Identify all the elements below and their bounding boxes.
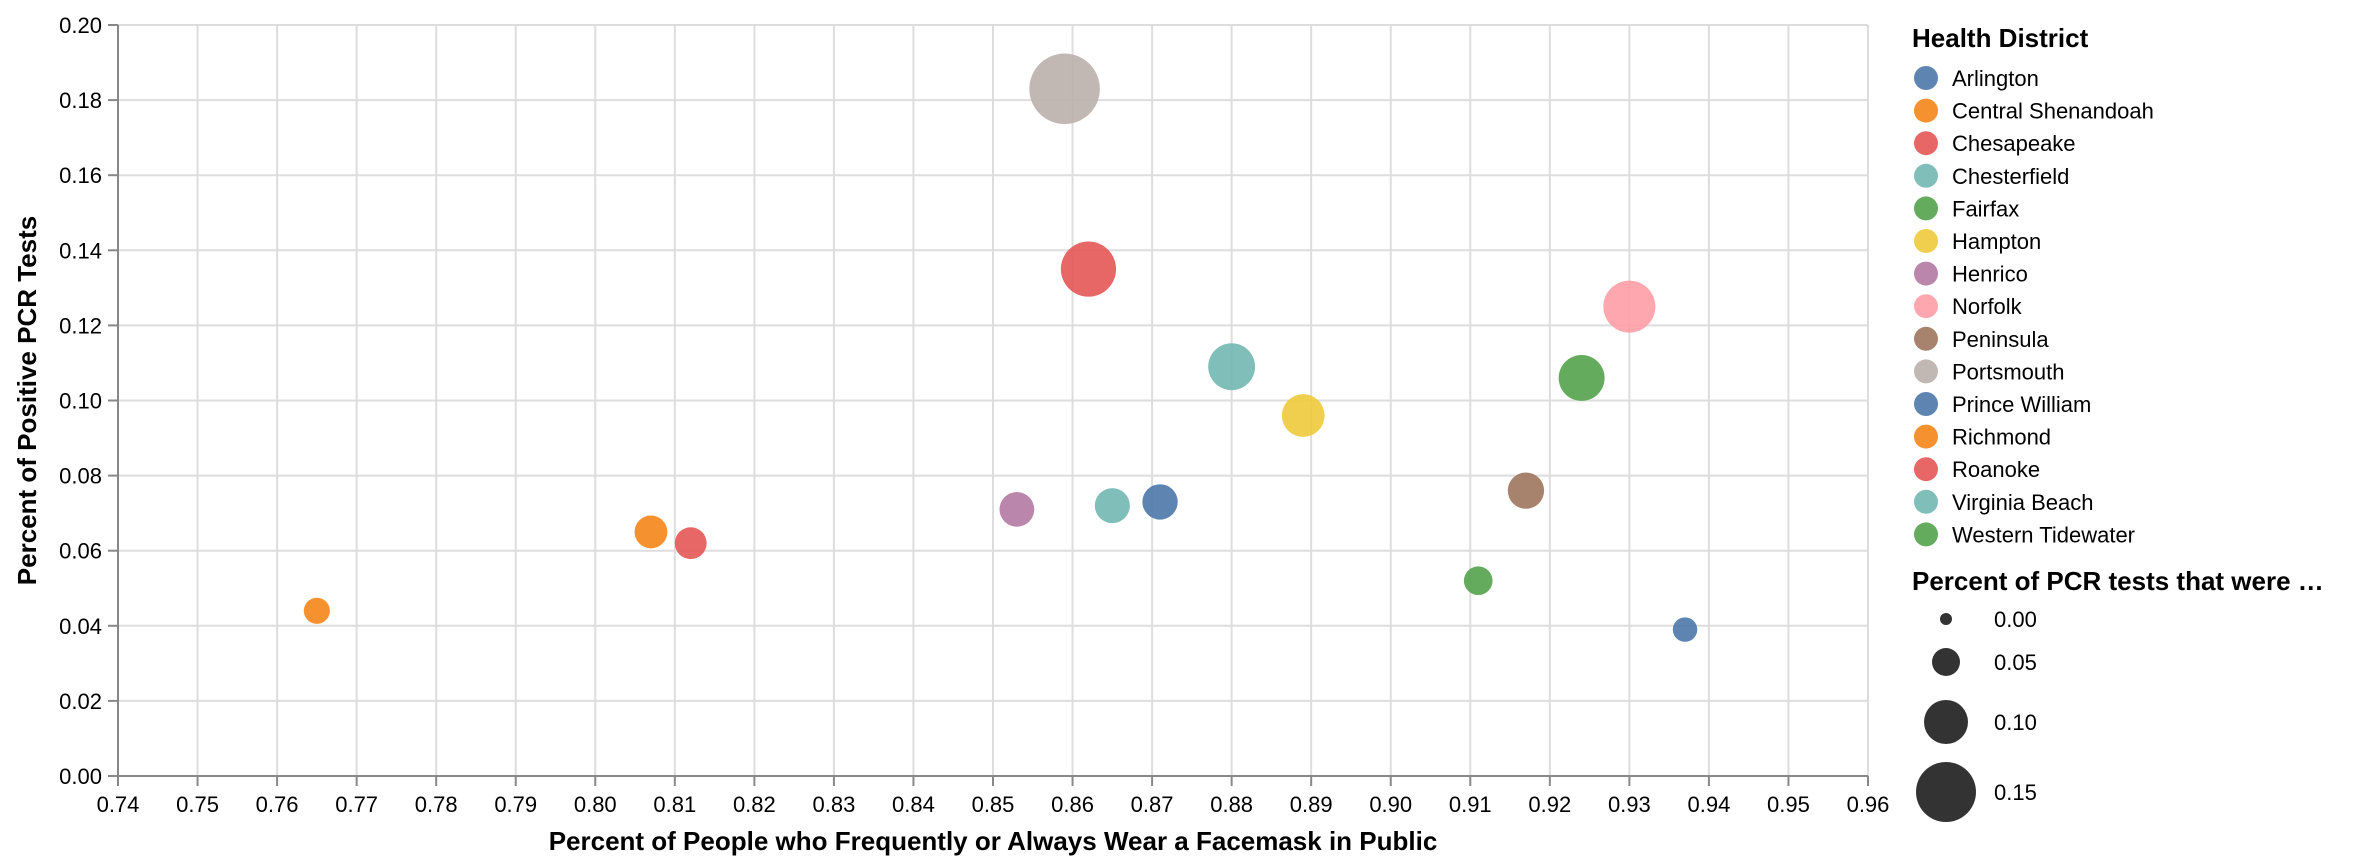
legend-label: Chesapeake xyxy=(1952,131,2076,156)
data-point-roanoke xyxy=(674,527,707,560)
legend-swatch xyxy=(1914,489,1938,514)
legend-swatch xyxy=(1914,522,1938,547)
legend-label: Norfolk xyxy=(1952,294,2023,319)
legend-label: Chesterfield xyxy=(1952,164,2069,189)
data-point-peninsula xyxy=(1507,472,1545,509)
x-tick-label: 0.85 xyxy=(972,792,1015,817)
size-legend-swatch xyxy=(1932,648,1960,676)
legend-swatch xyxy=(1914,163,1938,188)
legend-label: Portsmouth xyxy=(1952,359,2065,384)
x-tick-label: 0.82 xyxy=(733,792,776,817)
y-tick-label: 0.10 xyxy=(59,389,102,414)
legend-label: Richmond xyxy=(1952,425,2051,450)
legend-label: Fairfax xyxy=(1952,196,2019,221)
x-tick-label: 0.78 xyxy=(415,792,458,817)
legend-label: Peninsula xyxy=(1952,327,2049,352)
y-tick-label: 0.08 xyxy=(59,464,102,489)
size-legend-label: 0.00 xyxy=(1994,607,2037,632)
y-axis-title: Percent of Positive PCR Tests xyxy=(12,216,42,585)
axes: 0.74 0.75 0.76 0.77 0.78 0.79 0.80 0.81 0.82 0.83… xyxy=(59,13,1889,817)
legend-swatch xyxy=(1914,359,1938,384)
legend-swatch xyxy=(1914,131,1938,156)
data-point-central-shenandoah xyxy=(303,597,330,624)
x-tick-label: 0.94 xyxy=(1687,792,1730,817)
legend-label: Prince William xyxy=(1952,392,2091,417)
x-tick-label: 0.90 xyxy=(1369,792,1412,817)
legend-swatch xyxy=(1914,392,1938,416)
x-tick-label: 0.79 xyxy=(494,792,537,817)
data-points xyxy=(303,53,1698,642)
x-tick-label: 0.91 xyxy=(1449,792,1492,817)
size-legend-label: 0.05 xyxy=(1994,650,2037,675)
x-tick-label: 0.92 xyxy=(1528,792,1571,817)
x-tick-label: 0.84 xyxy=(892,792,935,817)
data-point-chesapeake xyxy=(1060,241,1117,297)
y-tick-label: 0.20 xyxy=(59,13,102,38)
size-legend-label: 0.15 xyxy=(1994,780,2037,805)
legend-swatch xyxy=(1914,424,1938,449)
legend-swatch xyxy=(1914,196,1938,221)
x-tick-label: 0.95 xyxy=(1767,792,1810,817)
size-legend-label: 0.10 xyxy=(1994,710,2037,735)
legend-label: Arlington xyxy=(1952,66,2039,91)
x-tick-label: 0.76 xyxy=(256,792,299,817)
size-legend-title: Percent of PCR tests that were … xyxy=(1912,566,2324,596)
legend-swatch xyxy=(1914,326,1938,351)
data-point-western-tidewater xyxy=(1463,566,1493,596)
x-tick-label: 0.96 xyxy=(1847,792,1890,817)
data-point-arlington xyxy=(1672,617,1698,642)
size-legend-swatch xyxy=(1940,613,1952,625)
y-tick-label: 0.02 xyxy=(59,689,102,714)
x-tick-label: 0.88 xyxy=(1210,792,1253,817)
x-tick-label: 0.75 xyxy=(176,792,219,817)
x-tick-label: 0.87 xyxy=(1131,792,1174,817)
y-tick-label: 0.12 xyxy=(59,313,102,338)
x-axis-title: Percent of People who Frequently or Alwa… xyxy=(549,826,1438,856)
data-point-henrico xyxy=(999,492,1035,527)
data-point-norfolk xyxy=(1603,280,1656,333)
x-tick-label: 0.93 xyxy=(1608,792,1651,817)
y-tick-label: 0.04 xyxy=(59,614,102,639)
legend-swatch xyxy=(1914,457,1938,482)
legend-label: Roanoke xyxy=(1952,457,2040,482)
data-point-richmond xyxy=(634,515,668,549)
size-legend: Percent of PCR tests that were … 0.00 0.0… xyxy=(1912,566,2324,822)
legend-label: Virginia Beach xyxy=(1952,490,2093,515)
data-point-portsmouth xyxy=(1029,53,1100,125)
legend-label: Hampton xyxy=(1952,229,2041,254)
legend-swatch xyxy=(1914,98,1938,123)
grid xyxy=(117,24,1869,777)
x-tick-label: 0.81 xyxy=(653,792,696,817)
data-point-hampton xyxy=(1281,394,1325,437)
size-legend-swatch xyxy=(1924,700,1968,744)
legend-swatch xyxy=(1914,66,1938,90)
color-legend: Health District Arlington Central Shenand… xyxy=(1912,23,2154,547)
y-tick-label: 0.00 xyxy=(59,764,102,789)
legend-label: Henrico xyxy=(1952,262,2028,287)
size-legend-swatch xyxy=(1916,762,1976,822)
x-tick-label: 0.86 xyxy=(1051,792,1094,817)
legend-swatch xyxy=(1914,294,1938,319)
y-tick-label: 0.14 xyxy=(59,238,102,263)
legend-label: Central Shenandoah xyxy=(1952,99,2154,124)
x-tick-label: 0.89 xyxy=(1290,792,1333,817)
y-tick-label: 0.16 xyxy=(59,163,102,188)
data-point-fairfax xyxy=(1558,355,1605,401)
data-point-prince-william xyxy=(1142,484,1178,520)
x-tick-label: 0.74 xyxy=(97,792,140,817)
x-tick-label: 0.83 xyxy=(812,792,855,817)
y-tick-label: 0.06 xyxy=(59,539,102,564)
x-tick-label: 0.77 xyxy=(335,792,378,817)
legend-label: Western Tidewater xyxy=(1952,522,2135,547)
y-tick-label: 0.18 xyxy=(59,88,102,113)
data-point-virginia-beach xyxy=(1094,488,1130,524)
data-point-chesterfield xyxy=(1208,343,1256,391)
x-tick-label: 0.80 xyxy=(574,792,617,817)
legend-swatch xyxy=(1914,261,1938,286)
legend-swatch xyxy=(1914,229,1938,253)
color-legend-title: Health District xyxy=(1912,23,2089,53)
